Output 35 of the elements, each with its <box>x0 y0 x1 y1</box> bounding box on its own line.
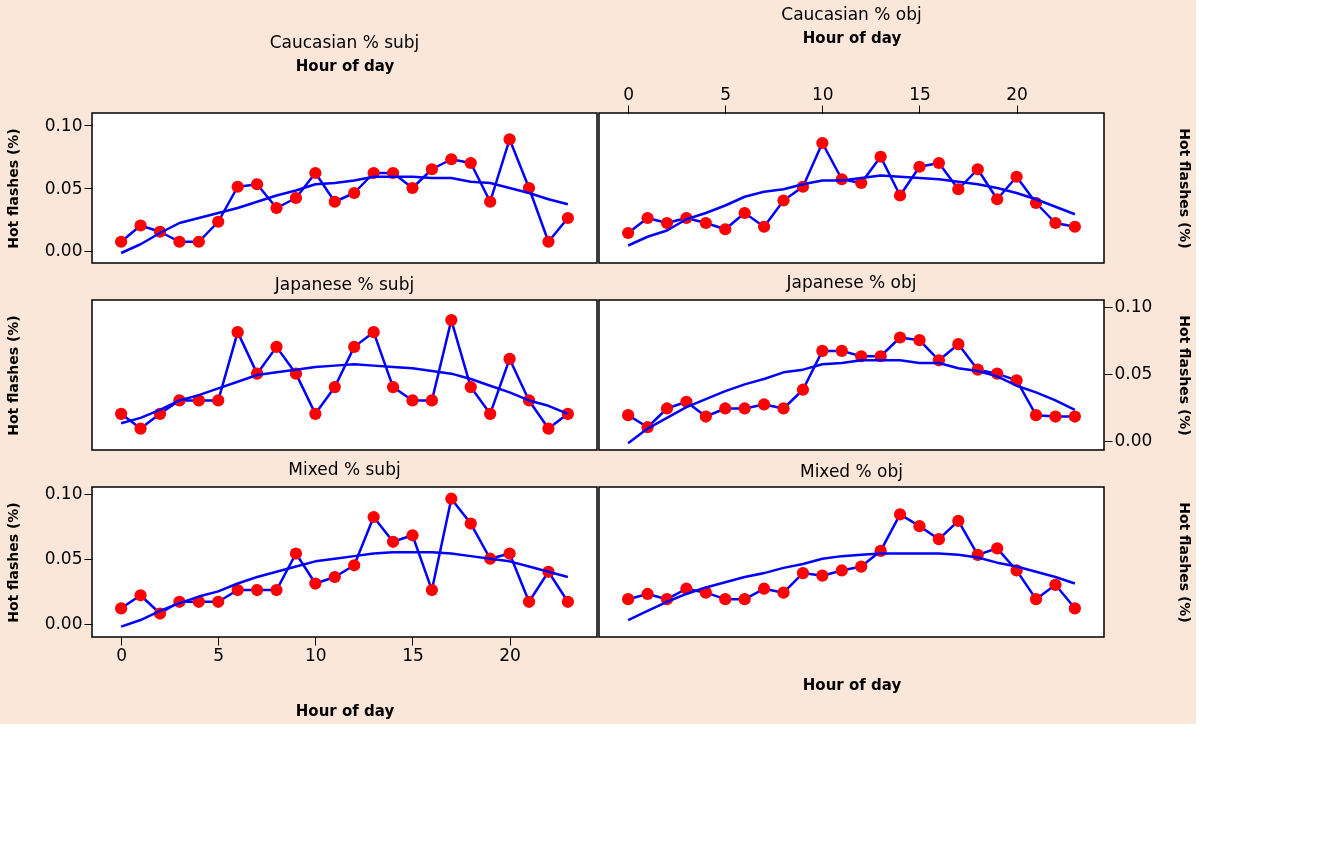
x-axis-title: Hour of day <box>802 675 902 694</box>
x-tick-label: 10 <box>812 83 834 104</box>
y-tick-label: 0.05 <box>44 548 83 569</box>
x-tick-label: 20 <box>1006 83 1028 104</box>
y-tick-label: 0.05 <box>1114 363 1153 384</box>
y-axis-title: Hot flashes (%) <box>4 128 21 249</box>
y-tick-label: 0.00 <box>44 240 83 260</box>
chart-title: Mixed % obj <box>799 461 904 481</box>
x-tick-label: 15 <box>402 644 424 665</box>
y-axis-title: Hot flashes (%) <box>1176 128 1193 249</box>
y-axis-title: Hot flashes (%) <box>4 315 21 436</box>
y-tick-label: 0.00 <box>44 613 83 634</box>
y-tick-label: 0.10 <box>44 483 83 504</box>
chart-title: Mixed % subj <box>288 458 401 479</box>
x-tick-label: 5 <box>213 644 225 665</box>
x-tick-label: 20 <box>499 644 521 665</box>
y-tick-label: 0.00 <box>1114 430 1153 451</box>
y-tick-label: 0.05 <box>44 177 83 198</box>
y-tick-label: 0.10 <box>1114 296 1153 317</box>
y-axis-title: Hot flashes (%) <box>4 502 21 623</box>
x-tick-label: 0 <box>116 644 128 665</box>
chart-title: Caucasian % subj <box>269 32 420 52</box>
x-axis-title: Hour of day <box>295 701 395 720</box>
chart-title: Caucasian % obj <box>781 4 922 24</box>
y-tick-label: 0.10 <box>44 115 83 135</box>
x-axis-title: Hour of day <box>802 28 902 47</box>
x-tick-label: 0 <box>623 83 635 104</box>
x-tick-label: 15 <box>909 83 931 104</box>
x-tick-label: 10 <box>305 644 327 665</box>
chart-title: Japanese % subj <box>273 274 415 294</box>
chart-title: Japanese % obj <box>785 271 917 292</box>
x-axis-title: Hour of day <box>295 56 395 75</box>
x-tick-label: 5 <box>720 83 732 104</box>
y-axis-title: Hot flashes (%) <box>1176 502 1193 623</box>
y-axis-title: Hot flashes (%) <box>1176 315 1193 436</box>
